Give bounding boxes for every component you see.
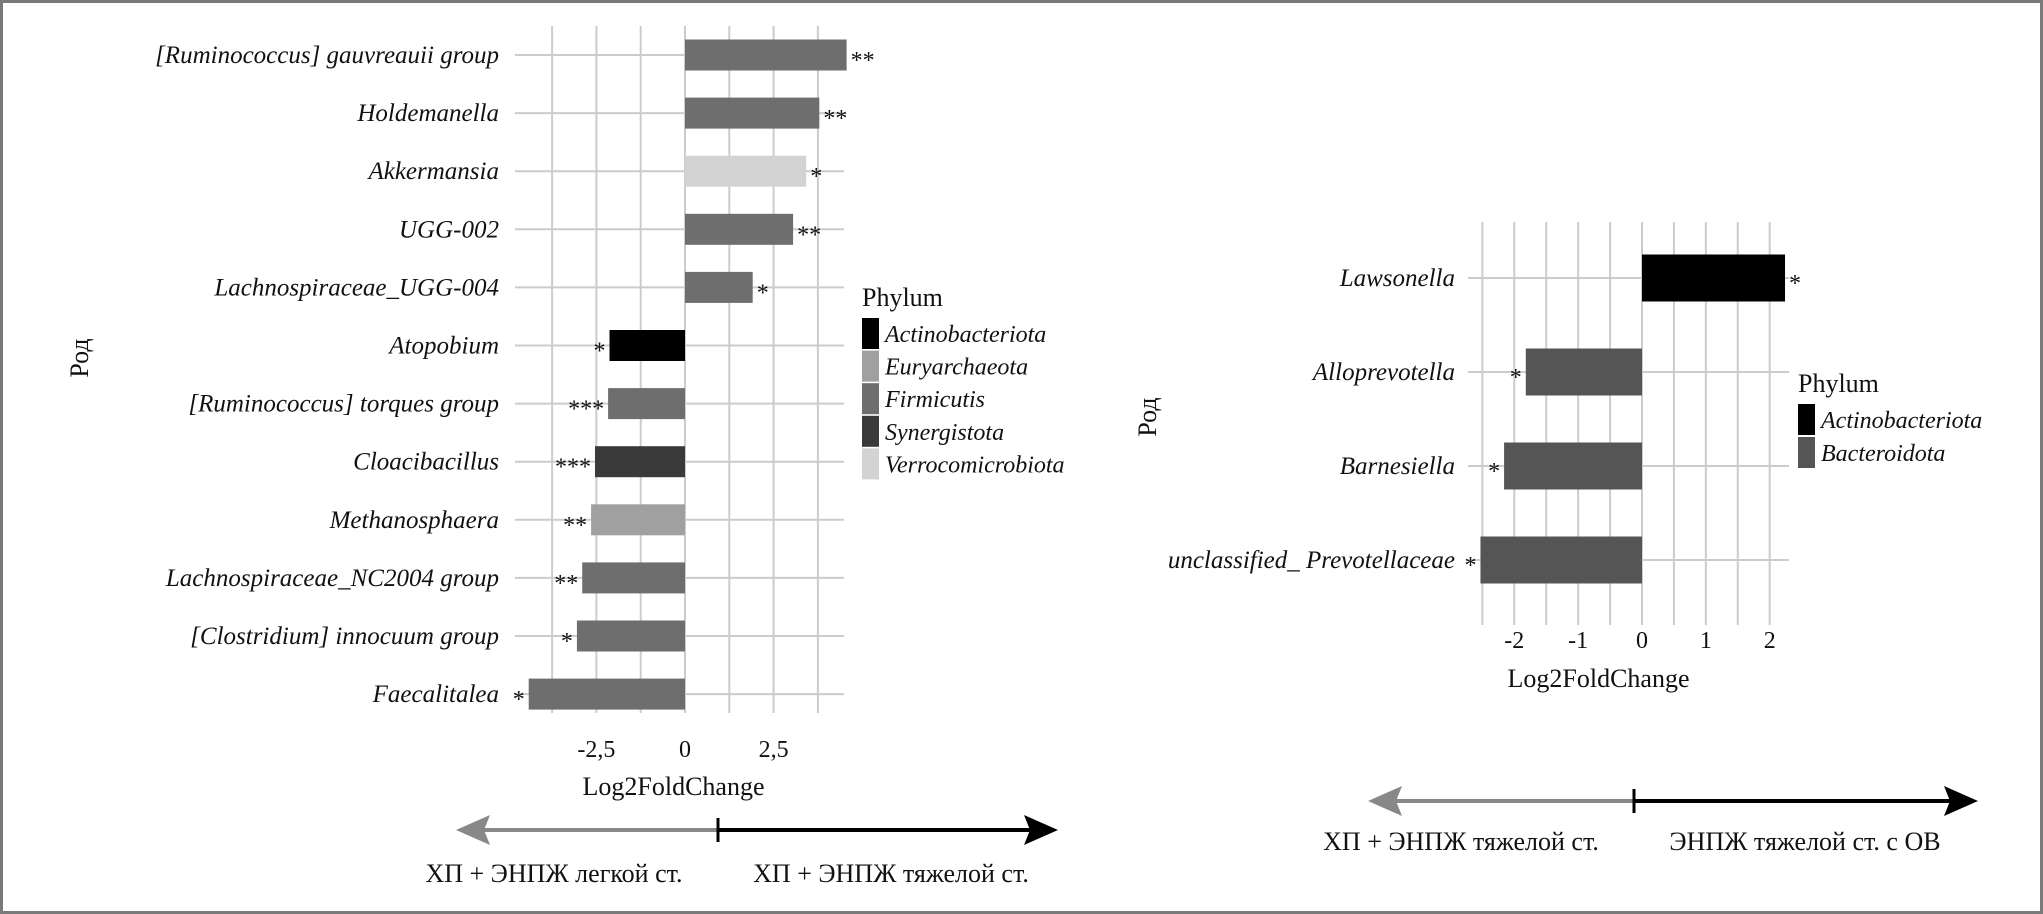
category-label: Atopobium	[387, 333, 499, 360]
significance-marker: ***	[568, 397, 604, 423]
legend-label: Actinobacteriota	[1819, 408, 1982, 434]
bar-barnesiella	[1504, 442, 1642, 490]
significance-marker: *	[561, 629, 573, 655]
bar-methanosphaera	[591, 504, 685, 536]
category-label: [Clostridium] innocuum group	[190, 623, 499, 650]
significance-marker: **	[823, 106, 847, 132]
category-label: Akkermansia	[366, 158, 499, 185]
significance-marker: ***	[555, 455, 591, 481]
x-tick-label: -2,5	[577, 737, 615, 763]
category-label: UGG-002	[399, 216, 499, 243]
arrow-right-head-icon	[1024, 815, 1058, 845]
direction-label-right: ЭНПЖ тяжелой ст. с ОВ	[1669, 827, 1940, 856]
bar-faecalitalea	[528, 678, 685, 710]
significance-marker: *	[757, 280, 769, 306]
x-axis-title: Log2FoldChange	[1508, 664, 1690, 693]
x-tick-label: 1	[1700, 628, 1712, 654]
legend-swatch	[862, 383, 879, 415]
significance-marker: *	[513, 687, 525, 713]
bar-lawsonella	[1642, 254, 1786, 302]
significance-marker: *	[1510, 365, 1522, 391]
bar-akkermansia	[685, 155, 807, 187]
bar-atopobium	[609, 330, 685, 361]
significance-marker: *	[1488, 459, 1500, 485]
arrow-left-head-icon	[456, 815, 490, 845]
legend-label: Synergistota	[885, 420, 1004, 446]
category-label: unclassified_ Prevotellaceae	[1168, 547, 1455, 574]
significance-marker: **	[554, 571, 578, 597]
significance-marker: *	[1464, 553, 1476, 579]
x-tick-label: -1	[1568, 628, 1588, 654]
legend-swatch	[862, 350, 879, 382]
bar-ugg-002	[685, 213, 794, 245]
direction-label-right: ХП + ЭНПЖ тяжелой ст.	[753, 859, 1029, 888]
bar-cloacibacillus	[594, 446, 685, 478]
legend-swatch	[862, 415, 879, 447]
significance-marker: **	[851, 48, 875, 74]
bar-lachnospiraceae-nc2004-group	[582, 562, 685, 594]
x-tick-label: 2,5	[759, 737, 789, 763]
legend-label: Bacteroidota	[1821, 441, 1945, 467]
legend-title: Phylum	[1798, 369, 1879, 398]
significance-marker: *	[594, 339, 606, 365]
bar--ruminococcus-torques-group	[608, 388, 685, 420]
legend-swatch	[1798, 404, 1815, 435]
x-tick-label: 0	[679, 737, 691, 763]
significance-marker: *	[1789, 271, 1801, 297]
arrow-left-head-icon	[1368, 786, 1402, 816]
category-label: Lawsonella	[1339, 265, 1455, 292]
legend-label: Firmicutis	[884, 387, 985, 413]
y-axis-title: Род	[65, 338, 94, 377]
category-label: Lachnospiraceae_NC2004 group	[165, 565, 499, 592]
bar-unclassified-prevotellaceae	[1480, 536, 1642, 584]
chart-panel-1: [Ruminococcus] gauvreauii group **Holdema…	[65, 26, 1065, 888]
bar--ruminococcus-gauvreauii-group	[685, 39, 847, 71]
category-label: Barnesiella	[1340, 453, 1455, 480]
legend-title: Phylum	[862, 283, 943, 312]
category-label: Holdemanella	[356, 100, 499, 127]
category-label: Alloprevotella	[1311, 359, 1455, 386]
bar-lachnospiraceae-ugg-004	[685, 271, 753, 303]
legend-label: Verrocomicrobiota	[885, 452, 1065, 478]
category-label: [Ruminococcus] gauvreauii group	[155, 42, 499, 69]
arrow-right-head-icon	[1944, 786, 1978, 816]
direction-label-left: ХП + ЭНПЖ легкой ст.	[425, 859, 682, 888]
x-tick-label: -2	[1504, 628, 1524, 654]
significance-marker: **	[797, 222, 821, 248]
bar--clostridium-innocuum-group	[576, 620, 685, 652]
x-tick-label: 2	[1764, 628, 1776, 654]
category-label: Methanosphaera	[329, 507, 499, 534]
significance-marker: **	[563, 513, 587, 539]
bar-holdemanella	[685, 97, 820, 129]
bar-alloprevotella	[1525, 348, 1642, 396]
legend-label: Euryarchaeota	[884, 355, 1028, 381]
x-tick-label: 0	[1636, 628, 1648, 654]
legend-swatch	[1798, 437, 1815, 468]
category-label: [Ruminococcus] torques group	[188, 391, 499, 418]
chart-panel-2: Lawsonella * Alloprevotella * Barnesiella * un…	[1133, 222, 1982, 856]
legend-swatch	[862, 318, 879, 349]
legend-label: Actinobacteriota	[883, 322, 1046, 348]
category-label: Faecalitalea	[372, 681, 499, 708]
direction-arrow: ХП + ЭНПЖ тяжелой ст. ЭНПЖ тяжелой ст. с …	[1323, 786, 1978, 856]
significance-marker: *	[810, 164, 822, 190]
x-axis-title: Log2FoldChange	[583, 772, 765, 801]
legend-swatch	[862, 448, 879, 480]
category-label: Lachnospiraceae_UGG-004	[213, 274, 499, 301]
category-label: Cloacibacillus	[353, 449, 499, 476]
y-axis-title: Род	[1133, 397, 1162, 436]
direction-label-left: ХП + ЭНПЖ тяжелой ст.	[1323, 827, 1599, 856]
direction-arrow: ХП + ЭНПЖ легкой ст. ХП + ЭНПЖ тяжелой ст…	[425, 815, 1058, 888]
legend: Phylum Actinobacteriota Euryarchaeota Firmi…	[862, 283, 1065, 480]
legend: Phylum Actinobacteriota Bacteroidota	[1798, 369, 1982, 468]
